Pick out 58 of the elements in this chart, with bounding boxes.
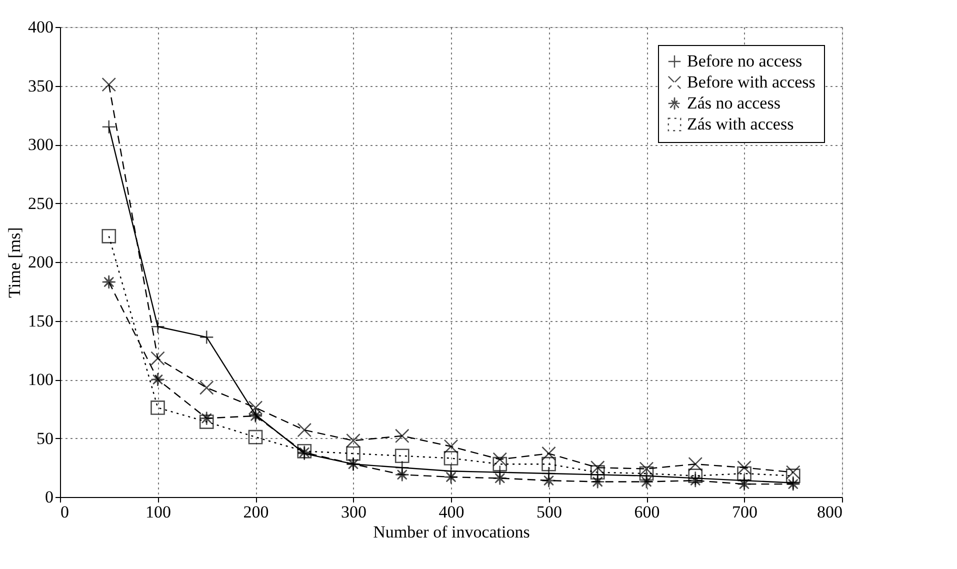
point <box>542 456 556 472</box>
legend-label: Before with access <box>687 72 816 92</box>
legend-label: Zás no access <box>687 94 780 112</box>
point <box>394 448 410 464</box>
point <box>102 274 116 290</box>
x-axis-title: Number of invocations <box>373 522 530 542</box>
y-tick-label: 100 <box>28 370 54 389</box>
point <box>737 460 752 475</box>
point <box>590 465 605 480</box>
point <box>199 414 214 429</box>
y-tick-label: 200 <box>28 252 54 272</box>
y-tick-label: 150 <box>28 311 54 330</box>
point <box>737 466 752 481</box>
point <box>394 468 410 482</box>
x-tick-label: 600 <box>634 502 660 522</box>
point <box>492 471 508 486</box>
x-tick-label: 100 <box>146 502 171 522</box>
point <box>150 351 165 366</box>
point <box>346 433 360 448</box>
y-tick-label: 400 <box>28 18 54 36</box>
point <box>492 452 508 467</box>
point <box>102 77 116 92</box>
point <box>639 474 654 489</box>
point <box>786 468 800 484</box>
point <box>590 474 605 489</box>
y-tick-label: 350 <box>28 76 54 96</box>
point <box>786 465 800 480</box>
point <box>688 456 703 472</box>
legend-label: Before no access <box>687 52 802 70</box>
point <box>199 411 214 426</box>
y-tick-label: 250 <box>28 194 54 213</box>
point <box>150 372 165 387</box>
x-tick-label: 800 <box>817 502 842 522</box>
y-tick-label: 300 <box>28 135 54 154</box>
y-axis-title: Time [ms] <box>5 227 24 298</box>
point <box>248 430 263 444</box>
point <box>297 422 312 438</box>
point <box>444 439 458 454</box>
x-tick-label: 700 <box>732 502 758 522</box>
y-tick-label: 50 <box>36 428 54 448</box>
x-tick-label: 200 <box>243 502 269 522</box>
x-tick-label: 300 <box>341 502 366 522</box>
point <box>492 456 508 472</box>
point <box>150 400 165 415</box>
point <box>102 228 116 244</box>
x-tick-label: 500 <box>536 502 562 522</box>
x-tick-label: 0 <box>60 502 69 522</box>
point <box>542 446 556 461</box>
point <box>444 451 458 466</box>
y-tick-label: 0 <box>45 488 54 506</box>
point <box>394 428 410 444</box>
point <box>444 470 458 484</box>
point <box>346 446 360 461</box>
point <box>737 476 752 492</box>
point <box>199 380 214 395</box>
x-tick-label: 400 <box>438 502 464 522</box>
point <box>542 473 556 488</box>
legend-label: Zás with access <box>687 114 794 134</box>
